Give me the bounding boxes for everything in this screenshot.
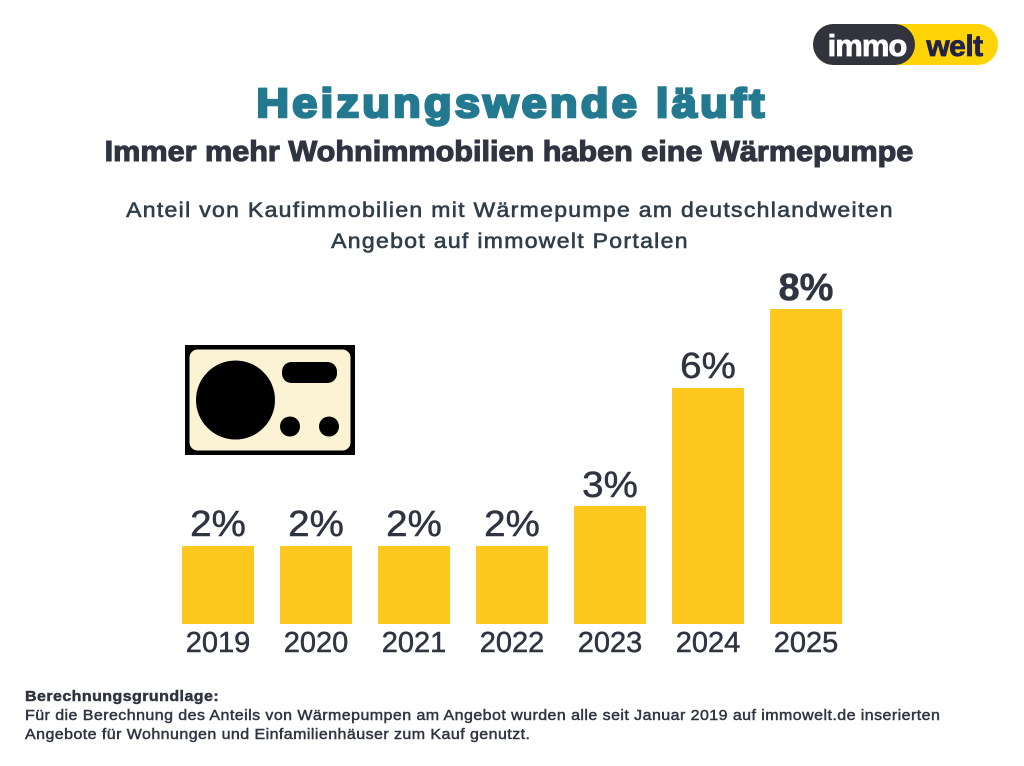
- svg-text:welt: welt: [925, 30, 983, 63]
- svg-text:immo: immo: [828, 28, 907, 63]
